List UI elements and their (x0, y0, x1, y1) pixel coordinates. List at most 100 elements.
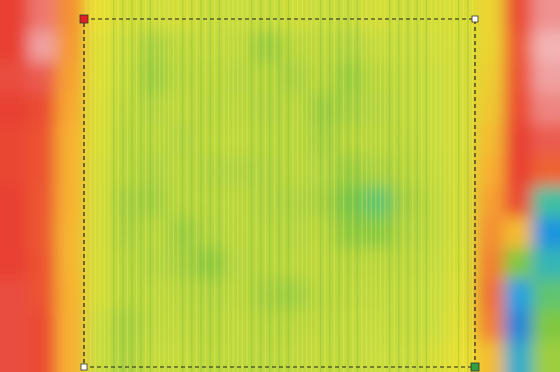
heat-cell (56, 186, 85, 218)
heat-cell (84, 62, 113, 94)
heat-cell (364, 248, 393, 280)
stripe (426, 0, 427, 372)
heat-cell (56, 310, 85, 342)
heat-cell (336, 248, 365, 280)
heat-cell (392, 279, 421, 311)
stripe (403, 0, 404, 372)
stripe (343, 0, 344, 372)
heat-cell (28, 155, 57, 187)
stripe (329, 0, 330, 372)
heat-cell (308, 279, 337, 311)
heat-cell (336, 310, 365, 342)
stripe (348, 0, 349, 372)
heat-cell (0, 31, 29, 63)
heat-cell (476, 62, 505, 94)
stripe (375, 0, 376, 372)
stripe (168, 0, 169, 372)
heat-cell (392, 155, 421, 187)
scan-stripes (86, 0, 472, 372)
heat-cell (56, 31, 85, 63)
stripe (412, 0, 413, 372)
stripe (182, 0, 183, 372)
stripe (260, 0, 261, 372)
heat-cell (392, 217, 421, 249)
heat-cell (392, 310, 421, 342)
heat-cell (504, 186, 533, 218)
stripe (85, 0, 86, 372)
stripe (371, 0, 372, 372)
heat-cell (504, 31, 533, 63)
stripe (430, 0, 431, 372)
heat-cell (504, 93, 533, 125)
stripe (407, 0, 408, 372)
heat-cell (336, 186, 365, 218)
heat-cell (364, 217, 393, 249)
heat-cell (56, 155, 85, 187)
handle-bottom-left[interactable] (81, 364, 87, 370)
stripe (95, 0, 96, 372)
heat-cell (476, 31, 505, 63)
stripe (104, 0, 105, 372)
heat-cell (28, 62, 57, 94)
selection-frame[interactable] (84, 19, 475, 367)
heat-cell (504, 155, 533, 187)
stripe (306, 0, 307, 372)
heat-cell (504, 279, 533, 311)
stripe (292, 0, 293, 372)
stripe (265, 0, 266, 372)
stripe (274, 0, 275, 372)
stripe (444, 0, 445, 372)
heat-cell (336, 93, 365, 125)
heat-cell (308, 310, 337, 342)
heat-cell (476, 93, 505, 125)
heat-cell (392, 93, 421, 125)
heat-cell (84, 279, 113, 311)
stripe (315, 0, 316, 372)
heat-cell (336, 31, 365, 63)
stripe (228, 0, 229, 372)
heat-cell (504, 217, 533, 249)
heat-cell (532, 155, 560, 187)
stripe (283, 0, 284, 372)
stripe (297, 0, 298, 372)
heat-cell (56, 279, 85, 311)
heat-cell (364, 310, 393, 342)
heat-cell (0, 279, 29, 311)
stripe (191, 0, 192, 372)
heat-cell (84, 310, 113, 342)
handle-bottom-right[interactable] (471, 363, 479, 371)
heat-cell (392, 248, 421, 280)
heat-cell (0, 310, 29, 342)
heat-cell (392, 124, 421, 156)
heat-cell (308, 186, 337, 218)
heat-cell (476, 279, 505, 311)
heat-cell (392, 0, 421, 32)
handle-top-right[interactable] (472, 16, 478, 22)
handle-top-left[interactable] (80, 15, 88, 23)
stripe (173, 0, 174, 372)
scan-image (0, 0, 560, 372)
heat-cell (28, 186, 57, 218)
heat-cell (336, 279, 365, 311)
stripe (90, 0, 91, 372)
heat-cell (308, 248, 337, 280)
stripe (145, 0, 146, 372)
heat-cell (532, 217, 560, 249)
stripe (200, 0, 201, 372)
heat-cell (84, 31, 113, 63)
stripe (196, 0, 197, 372)
heat-cell (0, 155, 29, 187)
selection-box[interactable] (80, 15, 479, 371)
heat-cell (504, 0, 533, 32)
stripe (233, 0, 234, 372)
heat-cell (308, 217, 337, 249)
heat-cell (28, 279, 57, 311)
stripe (219, 0, 220, 372)
stripe (417, 0, 418, 372)
stripe (108, 0, 109, 372)
heat-cell (476, 341, 505, 372)
heat-cell (0, 341, 29, 372)
heat-cell (0, 62, 29, 94)
heat-cell (84, 248, 113, 280)
heat-cell (364, 62, 393, 94)
